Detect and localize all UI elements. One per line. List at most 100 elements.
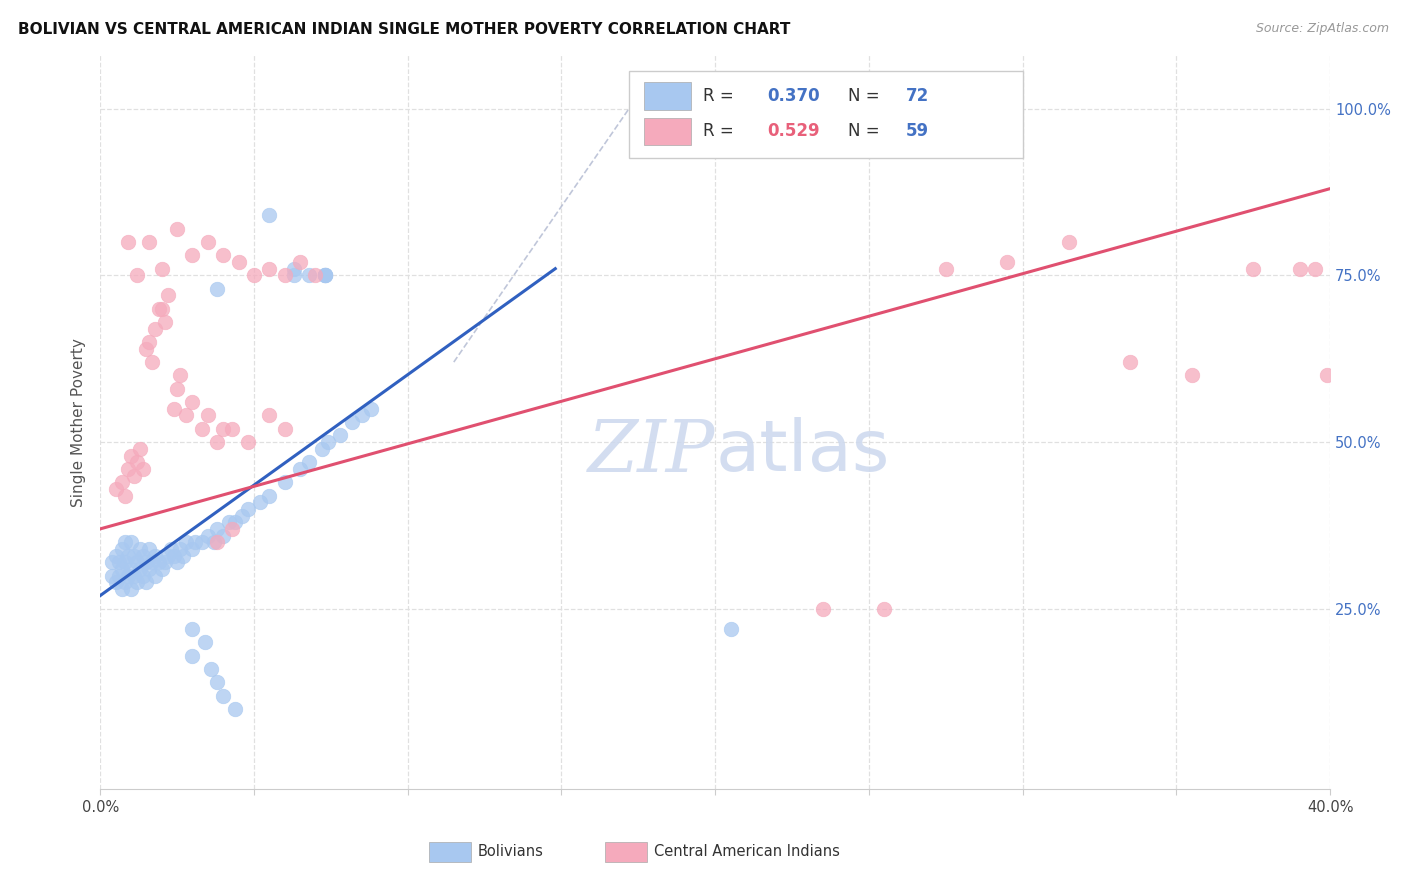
Point — [1316, 368, 1339, 383]
Point — [101, 568, 124, 582]
Point — [181, 541, 204, 556]
Point — [148, 301, 170, 316]
Point — [304, 268, 326, 283]
Point — [249, 495, 271, 509]
Point — [1241, 261, 1264, 276]
Point — [135, 575, 157, 590]
Point — [212, 422, 235, 436]
Point — [114, 535, 136, 549]
Point — [1119, 355, 1142, 369]
Point — [259, 409, 281, 423]
Text: Central American Indians: Central American Indians — [654, 845, 839, 859]
Point — [107, 568, 129, 582]
Point — [138, 541, 160, 556]
Point — [104, 482, 127, 496]
Point — [935, 261, 957, 276]
Point — [243, 268, 266, 283]
Point — [205, 535, 228, 549]
Point — [111, 475, 134, 490]
Point — [995, 255, 1018, 269]
Point — [236, 502, 259, 516]
Point — [298, 455, 321, 469]
Text: N =: N = — [848, 122, 884, 140]
Point — [120, 582, 142, 596]
Point — [120, 562, 142, 576]
Text: 0.370: 0.370 — [766, 87, 820, 105]
Point — [218, 515, 240, 529]
Point — [205, 282, 228, 296]
Point — [114, 555, 136, 569]
Point — [197, 235, 219, 249]
Point — [117, 568, 139, 582]
Point — [122, 568, 145, 582]
Point — [122, 468, 145, 483]
Point — [166, 221, 188, 235]
Point — [259, 208, 281, 222]
Point — [190, 535, 212, 549]
Point — [298, 268, 321, 283]
Point — [283, 268, 305, 283]
Point — [1181, 368, 1204, 383]
Point — [169, 368, 191, 383]
Point — [197, 528, 219, 542]
Point — [190, 422, 212, 436]
Point — [212, 248, 235, 262]
Point — [129, 562, 152, 576]
Point — [228, 255, 250, 269]
Point — [288, 255, 311, 269]
Point — [166, 555, 188, 569]
Point — [200, 662, 222, 676]
Point — [104, 549, 127, 563]
Point — [153, 555, 176, 569]
Point — [314, 268, 336, 283]
Point — [111, 541, 134, 556]
Text: R =: R = — [703, 122, 740, 140]
Point — [236, 435, 259, 450]
Point — [1057, 235, 1080, 249]
Point — [181, 622, 204, 636]
Point — [129, 442, 152, 456]
Point — [224, 702, 246, 716]
Point — [125, 555, 148, 569]
FancyBboxPatch shape — [628, 71, 1022, 158]
Point — [107, 555, 129, 569]
Point — [141, 355, 163, 369]
Point — [114, 489, 136, 503]
Point — [114, 575, 136, 590]
Point — [181, 248, 204, 262]
Point — [212, 689, 235, 703]
Point — [129, 541, 152, 556]
Point — [145, 322, 167, 336]
Point — [150, 562, 173, 576]
Text: Bolivians: Bolivians — [478, 845, 544, 859]
Point — [163, 549, 186, 563]
Point — [138, 562, 160, 576]
Point — [135, 342, 157, 356]
Point — [224, 515, 246, 529]
Point — [273, 268, 295, 283]
Point — [156, 288, 179, 302]
Point — [160, 541, 183, 556]
Text: 72: 72 — [905, 87, 929, 105]
Text: 0.529: 0.529 — [766, 122, 820, 140]
Point — [174, 535, 197, 549]
Point — [273, 475, 295, 490]
Point — [122, 549, 145, 563]
Point — [156, 549, 179, 563]
Point — [231, 508, 253, 523]
Point — [259, 489, 281, 503]
Point — [720, 622, 742, 636]
Point — [138, 334, 160, 349]
Text: atlas: atlas — [716, 417, 890, 486]
Point — [166, 382, 188, 396]
Point — [138, 235, 160, 249]
Point — [132, 462, 155, 476]
Point — [350, 409, 373, 423]
Point — [181, 395, 204, 409]
Point — [311, 442, 333, 456]
Point — [125, 575, 148, 590]
Point — [117, 235, 139, 249]
Point — [150, 301, 173, 316]
Y-axis label: Single Mother Poverty: Single Mother Poverty — [72, 338, 86, 507]
Point — [104, 575, 127, 590]
